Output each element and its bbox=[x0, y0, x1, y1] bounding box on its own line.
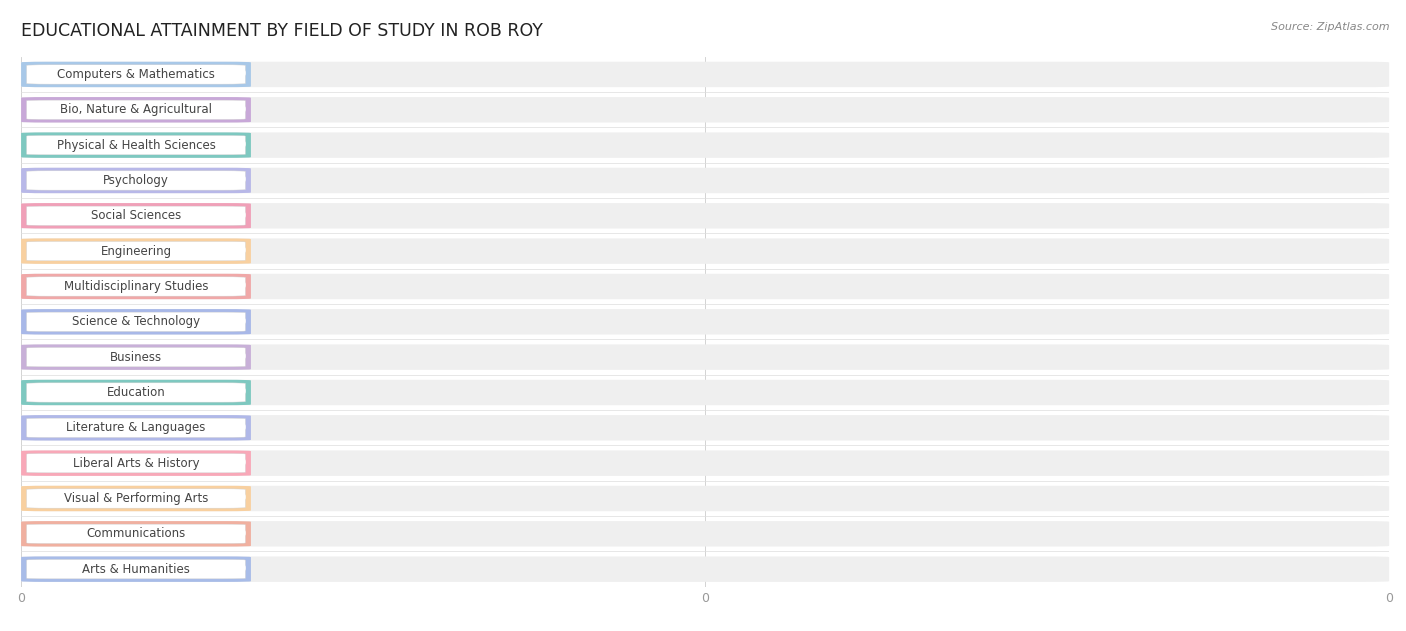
Text: Business: Business bbox=[110, 351, 162, 363]
Text: Social Sciences: Social Sciences bbox=[91, 209, 181, 222]
FancyBboxPatch shape bbox=[27, 100, 246, 119]
Text: Physical & Health Sciences: Physical & Health Sciences bbox=[56, 139, 215, 151]
FancyBboxPatch shape bbox=[21, 62, 1389, 87]
FancyBboxPatch shape bbox=[21, 557, 250, 582]
FancyBboxPatch shape bbox=[21, 380, 250, 405]
FancyBboxPatch shape bbox=[21, 521, 1389, 546]
FancyBboxPatch shape bbox=[21, 521, 250, 546]
Text: 0: 0 bbox=[238, 175, 246, 186]
FancyBboxPatch shape bbox=[27, 418, 246, 437]
FancyBboxPatch shape bbox=[21, 203, 250, 228]
Text: Visual & Performing Arts: Visual & Performing Arts bbox=[63, 492, 208, 505]
FancyBboxPatch shape bbox=[27, 136, 246, 155]
Text: 0: 0 bbox=[238, 387, 246, 398]
FancyBboxPatch shape bbox=[27, 312, 246, 331]
Text: Liberal Arts & History: Liberal Arts & History bbox=[73, 457, 200, 469]
Text: Engineering: Engineering bbox=[100, 245, 172, 257]
Text: 0: 0 bbox=[238, 211, 246, 221]
Text: Source: ZipAtlas.com: Source: ZipAtlas.com bbox=[1271, 22, 1389, 32]
Text: 0: 0 bbox=[238, 69, 246, 80]
Text: 0: 0 bbox=[238, 423, 246, 433]
FancyBboxPatch shape bbox=[21, 486, 250, 511]
FancyBboxPatch shape bbox=[27, 489, 246, 508]
Text: 0: 0 bbox=[238, 140, 246, 150]
FancyBboxPatch shape bbox=[21, 557, 1389, 582]
FancyBboxPatch shape bbox=[21, 274, 250, 299]
FancyBboxPatch shape bbox=[21, 345, 1389, 370]
Text: Arts & Humanities: Arts & Humanities bbox=[82, 563, 190, 575]
Text: 0: 0 bbox=[238, 458, 246, 468]
Text: 0: 0 bbox=[238, 317, 246, 327]
FancyBboxPatch shape bbox=[21, 62, 250, 87]
FancyBboxPatch shape bbox=[27, 383, 246, 402]
FancyBboxPatch shape bbox=[21, 345, 250, 370]
FancyBboxPatch shape bbox=[27, 65, 246, 84]
FancyBboxPatch shape bbox=[27, 171, 246, 190]
FancyBboxPatch shape bbox=[27, 454, 246, 473]
FancyBboxPatch shape bbox=[21, 133, 250, 158]
Text: Science & Technology: Science & Technology bbox=[72, 316, 200, 328]
FancyBboxPatch shape bbox=[21, 168, 1389, 193]
Text: 0: 0 bbox=[238, 246, 246, 256]
FancyBboxPatch shape bbox=[21, 203, 1389, 228]
Text: Multidisciplinary Studies: Multidisciplinary Studies bbox=[63, 280, 208, 293]
FancyBboxPatch shape bbox=[21, 486, 1389, 511]
Text: 0: 0 bbox=[238, 493, 246, 504]
FancyBboxPatch shape bbox=[21, 309, 250, 334]
FancyBboxPatch shape bbox=[27, 242, 246, 261]
FancyBboxPatch shape bbox=[21, 239, 250, 264]
FancyBboxPatch shape bbox=[21, 239, 1389, 264]
Text: Psychology: Psychology bbox=[103, 174, 169, 187]
FancyBboxPatch shape bbox=[21, 451, 1389, 476]
Text: Computers & Mathematics: Computers & Mathematics bbox=[58, 68, 215, 81]
FancyBboxPatch shape bbox=[27, 560, 246, 579]
FancyBboxPatch shape bbox=[21, 97, 250, 122]
FancyBboxPatch shape bbox=[21, 415, 1389, 440]
FancyBboxPatch shape bbox=[27, 206, 246, 225]
FancyBboxPatch shape bbox=[21, 380, 1389, 405]
FancyBboxPatch shape bbox=[27, 348, 246, 367]
FancyBboxPatch shape bbox=[21, 415, 250, 440]
FancyBboxPatch shape bbox=[27, 277, 246, 296]
Text: EDUCATIONAL ATTAINMENT BY FIELD OF STUDY IN ROB ROY: EDUCATIONAL ATTAINMENT BY FIELD OF STUDY… bbox=[21, 22, 543, 40]
FancyBboxPatch shape bbox=[21, 97, 1389, 122]
Text: 0: 0 bbox=[238, 529, 246, 539]
FancyBboxPatch shape bbox=[21, 274, 1389, 299]
Text: Communications: Communications bbox=[86, 528, 186, 540]
Text: 0: 0 bbox=[238, 564, 246, 574]
FancyBboxPatch shape bbox=[21, 133, 1389, 158]
Text: 0: 0 bbox=[238, 281, 246, 292]
Text: 0: 0 bbox=[238, 352, 246, 362]
Text: Bio, Nature & Agricultural: Bio, Nature & Agricultural bbox=[60, 103, 212, 116]
FancyBboxPatch shape bbox=[21, 451, 250, 476]
FancyBboxPatch shape bbox=[21, 309, 1389, 334]
Text: Literature & Languages: Literature & Languages bbox=[66, 422, 205, 434]
FancyBboxPatch shape bbox=[21, 168, 250, 193]
Text: Education: Education bbox=[107, 386, 166, 399]
FancyBboxPatch shape bbox=[27, 524, 246, 543]
Text: 0: 0 bbox=[238, 105, 246, 115]
